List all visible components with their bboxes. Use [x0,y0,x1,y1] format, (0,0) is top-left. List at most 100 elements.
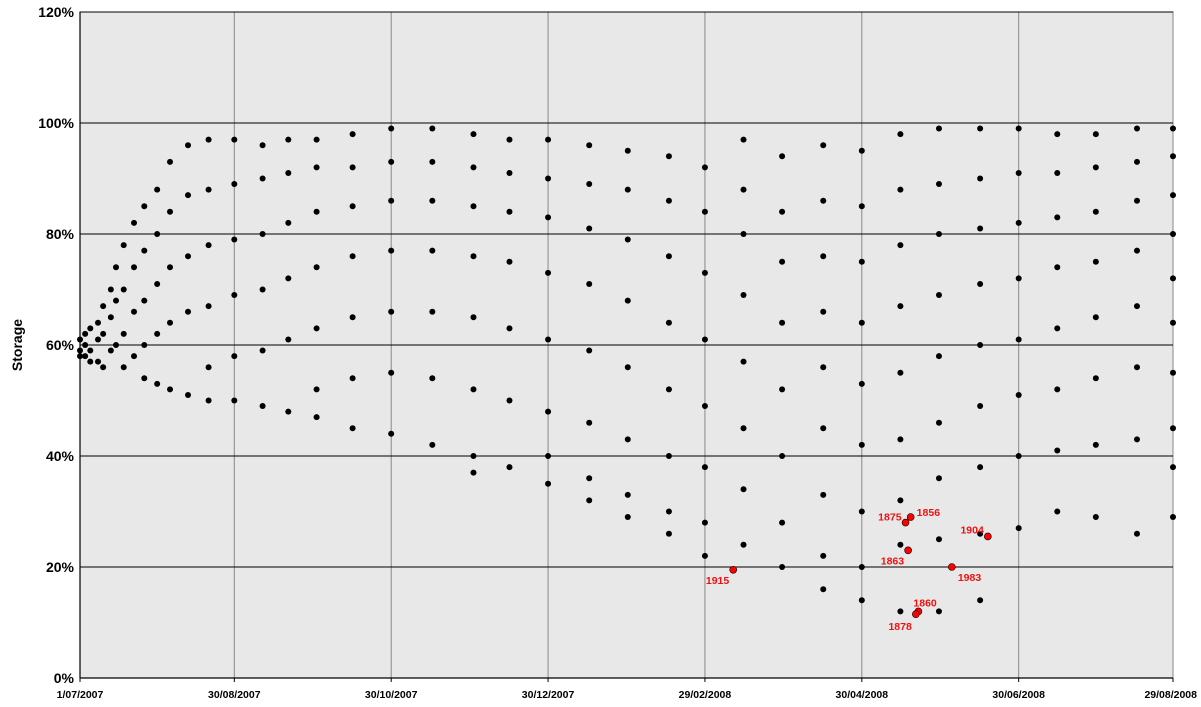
data-point [167,319,174,326]
data-point [1015,525,1022,532]
data-point [1054,264,1061,271]
data-point [1092,164,1099,171]
data-point [858,319,865,326]
data-point [388,369,395,376]
x-tick-label: 29/08/2008 [1144,689,1197,701]
data-point [141,297,148,304]
data-point [1170,319,1176,326]
data-point [858,441,865,448]
data-point [665,386,672,393]
data-point [1092,514,1099,521]
data-point [935,125,942,132]
data-point [1054,447,1061,454]
data-point [429,125,436,132]
data-point [120,242,127,249]
data-point [231,292,238,299]
data-point [506,169,513,176]
data-point [1015,169,1022,176]
data-point [429,441,436,448]
data-point [313,325,320,332]
data-point [185,192,192,199]
data-point [1170,192,1176,199]
data-point [131,353,138,360]
data-point [779,453,786,459]
data-point [897,242,904,249]
data-point [185,391,192,398]
data-point [506,208,513,215]
data-point [1133,247,1140,254]
data-point [429,247,436,254]
data-point [1133,364,1140,371]
data-point [1133,197,1140,204]
data-point [205,186,212,193]
data-point [586,142,593,149]
data-point [1054,131,1061,138]
data-point [779,519,786,526]
data-point [185,308,192,315]
data-point [77,353,83,360]
data-point [858,147,865,154]
data-point [77,336,83,343]
data-point [977,175,984,182]
data-point [935,353,942,360]
data-point [167,208,174,215]
data-point [779,386,786,393]
data-point [285,219,292,226]
data-point [259,347,266,354]
data-point [313,208,320,215]
data-point [1133,303,1140,310]
data-point [820,308,827,315]
data-point [167,264,174,271]
data-point [586,225,593,232]
data-point [740,358,747,365]
data-point [154,280,161,287]
data-point [897,186,904,193]
data-point [977,530,984,537]
data-point [1015,125,1022,132]
data-point [141,375,148,382]
data-point [665,319,672,326]
data-point [167,386,174,393]
data-point [349,314,356,321]
data-point [586,181,593,188]
data-point [820,425,827,432]
data-point [285,275,292,282]
data-point [977,464,984,471]
data-point [897,131,904,138]
data-point [1133,158,1140,165]
data-point [1133,530,1140,537]
data-point [820,142,827,149]
data-point [95,319,102,326]
data-point [977,125,984,132]
data-point [231,397,238,404]
data-point [506,258,513,265]
data-point [665,153,672,160]
highlight-label: 1863 [881,555,905,567]
data-point [313,136,320,143]
data-point [1015,453,1022,459]
data-point [665,453,672,459]
data-point [545,480,552,487]
data-point [665,197,672,204]
data-point [141,342,148,348]
data-point [586,497,593,504]
data-point [470,314,477,321]
data-point [1054,508,1061,515]
data-point [313,264,320,271]
data-point [858,380,865,387]
data-point [977,597,984,604]
data-point [624,186,631,193]
data-point [349,425,356,432]
data-point [701,164,708,171]
data-point [935,231,942,237]
data-point [545,453,552,459]
data-point [506,136,513,143]
data-point [349,131,356,138]
data-point [313,164,320,171]
data-point [87,325,94,332]
data-point [1092,208,1099,215]
data-point [1170,425,1176,432]
data-point [205,242,212,249]
data-point [313,414,320,421]
